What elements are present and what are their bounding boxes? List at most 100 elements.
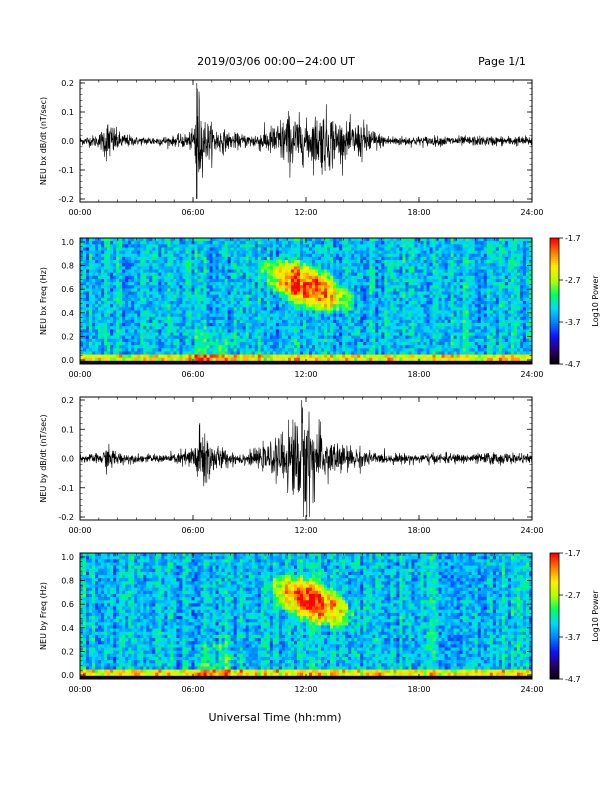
heatmap-cell [417,301,421,305]
heatmap-cell [333,278,337,283]
heatmap-cell [191,307,195,311]
heatmap-cell [119,335,123,340]
heatmap-cell [290,291,295,296]
heatmap-cell [239,291,244,296]
heatmap-cell [299,250,304,255]
heatmap-cell [309,241,313,245]
heatmap-cell [260,319,265,324]
heatmap-cell [89,301,93,305]
heatmap-cell [119,285,123,289]
heatmap-cell [290,307,295,311]
heatmap-cell [143,332,147,337]
heatmap-cell [212,247,216,251]
heatmap-cell [315,250,319,255]
heatmap-cell [336,310,340,314]
heatmap-cell [296,301,301,305]
heatmap-cell [306,335,310,340]
heatmap-cell [399,247,403,251]
heatmap-cell [188,341,192,346]
heatmap-cell [387,294,391,299]
heatmap-cell [399,272,403,277]
heatmap-cell [257,291,262,296]
heatmap-cell [194,354,198,359]
heatmap-cell [212,326,216,330]
heatmap-cell [92,360,96,365]
heatmap-cell [375,256,379,261]
heatmap-cell [387,329,391,333]
heatmap-cell [98,338,102,343]
heatmap-cell [275,275,280,280]
heatmap-cell [170,278,174,283]
heatmap-cell [146,250,150,255]
heatmap-cell [318,348,322,352]
heatmap-cell [381,238,385,242]
heatmap-cell [426,326,430,330]
heatmap-cell [245,319,250,324]
heatmap-cell [287,354,292,359]
heatmap-cell [155,266,159,270]
heatmap-cell [221,253,226,258]
heatmap-cell [384,253,388,258]
heatmap-cell [104,335,108,340]
heatmap-cell [221,323,226,327]
heatmap-cell [414,263,418,267]
heatmap-cell [384,341,388,346]
heatmap-cell [360,250,364,255]
heatmap-cell [396,256,400,261]
heatmap-cell [318,301,322,305]
heatmap-cell [188,294,192,299]
heatmap-cell [363,310,367,314]
heatmap-cell [345,335,349,340]
heatmap-cell [119,275,123,280]
heatmap-cell [251,313,256,318]
heatmap-cell [384,313,388,318]
heatmap-cell [408,272,412,277]
heatmap-cell [444,266,449,270]
heatmap-cell [134,357,138,362]
heatmap-cell [101,282,105,286]
heatmap-cell [95,297,99,302]
heatmap-cell [113,326,117,330]
heatmap-cell [245,310,250,314]
heatmap-cell [203,351,207,355]
heatmap-cell [236,348,241,352]
heatmap-cell [218,278,223,283]
heatmap-cell [230,301,235,305]
heatmap-cell [101,310,105,314]
heatmap-cell [435,278,439,283]
heatmap-cell [149,294,153,299]
heatmap-cell [116,272,120,277]
heatmap-cell [363,329,367,333]
heatmap-cell [203,354,207,359]
heatmap-cell [134,278,138,283]
heatmap-cell [167,338,171,343]
heatmap-cell [107,335,111,340]
heatmap-cell [104,348,108,352]
heatmap-cell [414,256,418,261]
heatmap-cell [408,360,412,365]
heatmap-cell [110,301,114,305]
heatmap-cell [86,304,90,308]
heatmap-cell [321,297,325,302]
heatmap-cell [248,341,253,346]
heatmap-cell [435,304,439,308]
heatmap-cell [272,326,277,330]
heatmap-cell [197,301,201,305]
heatmap-cell [95,260,99,264]
heatmap-cell [306,345,310,349]
heatmap-cell [257,275,262,280]
heatmap-cell [128,269,132,274]
heatmap-cell [239,288,244,292]
heatmap-cell [299,335,304,340]
heatmap-cell [161,348,165,352]
heatmap-cell [233,357,238,362]
heatmap-cell [227,263,232,267]
heatmap-cell [390,275,394,280]
heatmap-cell [387,341,391,346]
heatmap-cell [438,329,442,333]
heatmap-cell [191,297,195,302]
heatmap-cell [354,341,358,346]
heatmap-cell [369,288,373,292]
heatmap-cell [384,238,388,242]
heatmap-cell [236,316,241,321]
